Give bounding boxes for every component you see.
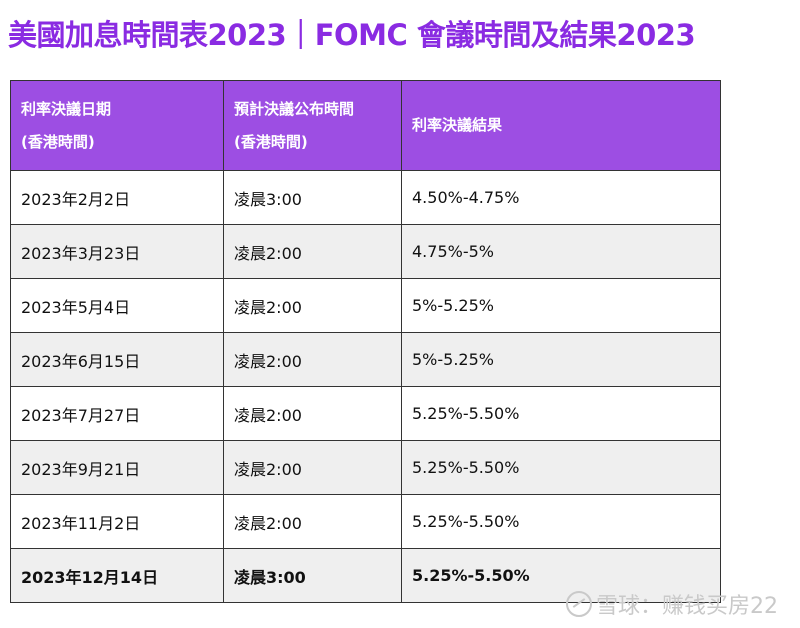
fomc-schedule-table: 利率決議日期 (香港時間) 預計決議公布時間 (香港時間) 利率決議結果 202…: [10, 80, 721, 603]
decision-date-cell: 2023年2月2日: [10, 170, 224, 225]
watermark: 雪球：赚钱买房22: [566, 588, 778, 620]
announce-time-cell: 凌晨3:00: [223, 548, 402, 603]
decision-date-cell: 2023年12月14日: [10, 548, 224, 603]
header-announce-time-line1: 預計決議公布時間: [234, 99, 355, 118]
decision-date-cell: 2023年7月27日: [10, 386, 224, 441]
decision-date-cell: 2023年6月15日: [10, 332, 224, 387]
header-decision-date-line2: (香港時間): [21, 132, 95, 151]
table-row: 2023年7月27日 凌晨2:00 5.25%-5.50%: [10, 386, 721, 441]
decision-result-cell: 5.25%-5.50%: [401, 548, 721, 603]
decision-result-cell: 5%-5.25%: [401, 332, 721, 387]
header-announce-time: 預計決議公布時間 (香港時間): [223, 80, 402, 171]
header-decision-date-line1: 利率決議日期: [21, 99, 112, 118]
decision-result-cell: 5.25%-5.50%: [401, 386, 721, 441]
decision-result-cell: 5%-5.25%: [401, 278, 721, 333]
table-row-highlighted: 2023年12月14日 凌晨3:00 5.25%-5.50%: [10, 548, 721, 603]
announce-time-cell: 凌晨2:00: [223, 224, 402, 279]
table-row: 2023年9月21日 凌晨2:00 5.25%-5.50%: [10, 440, 721, 495]
decision-date-cell: 2023年11月2日: [10, 494, 224, 549]
decision-result-cell: 5.25%-5.50%: [401, 440, 721, 495]
table-row: 2023年3月23日 凌晨2:00 4.75%-5%: [10, 224, 721, 279]
decision-date-cell: 2023年3月23日: [10, 224, 224, 279]
announce-time-cell: 凌晨2:00: [223, 332, 402, 387]
decision-result-cell: 4.75%-5%: [401, 224, 721, 279]
header-decision-result-label: 利率決議結果: [412, 116, 503, 134]
header-decision-result: 利率決議結果: [401, 80, 721, 171]
header-announce-time-line2: (香港時間): [234, 132, 308, 151]
decision-result-cell: 5.25%-5.50%: [401, 494, 721, 549]
announce-time-cell: 凌晨2:00: [223, 440, 402, 495]
table-row: 2023年11月2日 凌晨2:00 5.25%-5.50%: [10, 494, 721, 549]
table-header-row: 利率決議日期 (香港時間) 預計決議公布時間 (香港時間) 利率決議結果: [10, 80, 721, 171]
header-decision-date: 利率決議日期 (香港時間): [10, 80, 224, 171]
table-row: 2023年6月15日 凌晨2:00 5%-5.25%: [10, 332, 721, 387]
page-title: 美國加息時間表2023｜FOMC 會議時間及結果2023: [8, 18, 696, 52]
table-row: 2023年5月4日 凌晨2:00 5%-5.25%: [10, 278, 721, 333]
table-row: 2023年2月2日 凌晨3:00 4.50%-4.75%: [10, 170, 721, 225]
announce-time-cell: 凌晨3:00: [223, 170, 402, 225]
decision-date-cell: 2023年9月21日: [10, 440, 224, 495]
announce-time-cell: 凌晨2:00: [223, 278, 402, 333]
announce-time-cell: 凌晨2:00: [223, 386, 402, 441]
decision-date-cell: 2023年5月4日: [10, 278, 224, 333]
watermark-text: 雪球：赚钱买房22: [596, 594, 778, 619]
decision-result-cell: 4.50%-4.75%: [401, 170, 721, 225]
announce-time-cell: 凌晨2:00: [223, 494, 402, 549]
snowball-logo-icon: [566, 591, 592, 617]
